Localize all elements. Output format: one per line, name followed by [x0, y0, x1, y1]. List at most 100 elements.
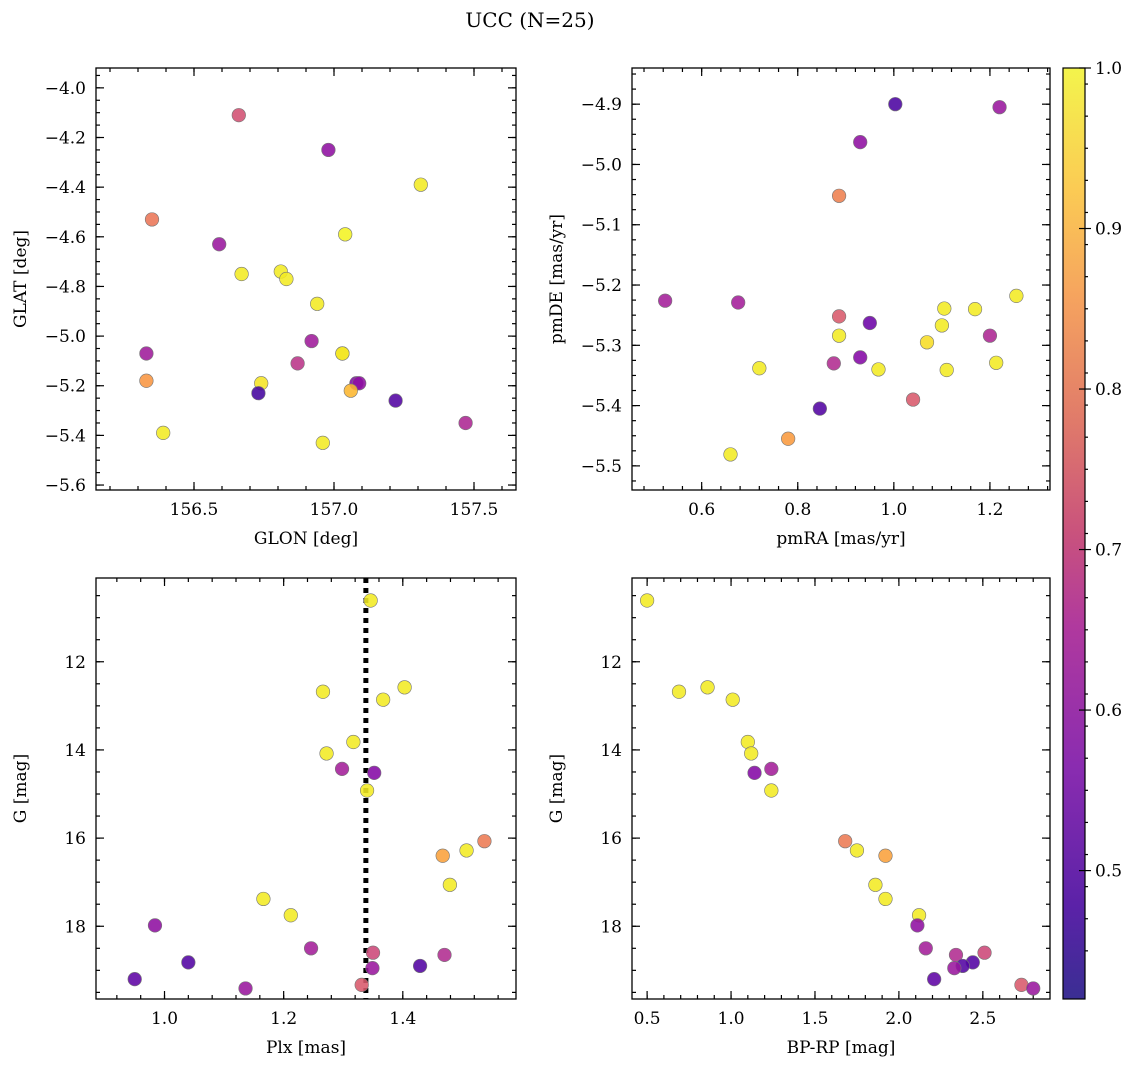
figure-title: UCC (N=25) [465, 8, 594, 32]
y-tick-label: −4.9 [581, 95, 622, 115]
colorbar-tick-label: 0.8 [1095, 380, 1122, 400]
x-tick-label: 157.5 [450, 500, 499, 520]
data-point [256, 891, 271, 907]
y-tick-label: −4.2 [45, 129, 86, 149]
data-point [304, 333, 319, 349]
data-point [1009, 288, 1024, 303]
data-point [764, 761, 779, 776]
plot-frame [631, 577, 1051, 1000]
data-point [459, 843, 474, 858]
data-point [365, 961, 380, 976]
data-point [862, 315, 877, 331]
data-point [658, 293, 673, 308]
y-tick-label: −5.0 [45, 327, 86, 347]
data-point [764, 783, 779, 798]
data-point [283, 908, 298, 923]
data-point [139, 373, 154, 388]
data-point [849, 843, 865, 858]
colorbar-tick-label: 1.0 [1095, 59, 1122, 79]
y-tick-label: −5.4 [581, 397, 622, 417]
y-tick-label: −5.5 [581, 457, 622, 477]
x-tick-label: 1.0 [151, 1009, 178, 1029]
data-point [947, 961, 962, 976]
x-tick-label: 1.4 [389, 1009, 416, 1029]
x-tick-label: 1.2 [270, 1009, 297, 1029]
y-tick-label: −5.6 [45, 476, 86, 496]
x-tick-label: 0.8 [784, 500, 811, 520]
data-point [147, 918, 163, 933]
colorbar-tick-label: 0.7 [1095, 541, 1122, 561]
data-point [139, 346, 154, 361]
y-tick-label: 16 [600, 829, 622, 849]
data-point [127, 972, 142, 987]
panel-glon-glat: 156.5 157.0 157.5 −5.6 −5.4 −5.2 −5.0 −4.8 −4.6 −… [11, 67, 517, 549]
data-point [888, 97, 903, 112]
panel-plx-g: 1.0 1.2 1.4 12 14 16 18 Plx [mas] G [mag] [11, 577, 517, 1058]
y-tick-label: 12 [600, 653, 622, 673]
y-axis-label: G [mag] [11, 754, 31, 823]
data-point [334, 761, 350, 776]
data-point [343, 383, 358, 398]
data-point [992, 100, 1007, 115]
data-point [234, 266, 249, 282]
data-point [937, 301, 952, 316]
colorbar-tick-label: 0.6 [1095, 701, 1122, 721]
panel-pmra-pmde: 0.6 0.8 1.0 1.2 −5.5 −5.4 −5.3 −5.2 −5.1 −5.0 −4.9… [547, 67, 1051, 549]
plot-frame [95, 67, 517, 491]
x-axis-label: BP-RP [mag] [787, 1038, 896, 1058]
y-tick-label: −4.8 [45, 277, 86, 297]
data-point [144, 212, 160, 227]
data-point [212, 237, 227, 252]
data-point [376, 692, 391, 707]
x-tick-label: 0.6 [688, 500, 715, 520]
data-point [752, 361, 767, 376]
y-tick-label: −5.2 [45, 377, 86, 397]
y-tick-label: −5.3 [581, 336, 622, 356]
panel-bprp-g: 0.5 1.0 1.5 2.0 2.5 12 14 16 18 BP-RP [mag] G [mag… [547, 577, 1051, 1058]
data-point [365, 945, 381, 960]
data-point [238, 981, 253, 996]
colorbar: 0.5 0.6 0.7 0.8 0.9 1.0 [1062, 59, 1122, 1000]
data-point [934, 318, 949, 333]
data-point [388, 393, 403, 408]
x-tick-label: 1.5 [801, 1009, 828, 1029]
data-point [310, 296, 325, 311]
data-point [367, 765, 382, 780]
y-tick-label: 16 [64, 829, 86, 849]
data-point [747, 765, 762, 780]
data-point [878, 891, 893, 907]
y-axis-label: pmDE [mas/yr] [547, 214, 567, 344]
data-point [919, 335, 935, 350]
x-axis-label: Plx [mas] [266, 1038, 346, 1058]
data-point [354, 977, 369, 992]
y-tick-label: 14 [600, 741, 622, 761]
data-point [437, 947, 452, 963]
data-point [868, 877, 883, 892]
data-point [838, 834, 853, 849]
data-point [812, 401, 827, 416]
data-point [413, 177, 428, 192]
y-tick-label: −5.2 [581, 276, 622, 296]
data-point [910, 918, 925, 933]
y-tick-label: 18 [64, 917, 86, 937]
data-point [359, 783, 375, 798]
x-axis-label: GLON [deg] [254, 529, 358, 549]
x-tick-label: 2.5 [969, 1009, 996, 1029]
data-point [640, 593, 655, 608]
data-point [363, 593, 378, 608]
data-point [319, 746, 334, 761]
data-point [725, 692, 740, 707]
data-point [831, 309, 847, 324]
data-point [871, 362, 886, 377]
data-point [977, 945, 992, 960]
data-point [831, 328, 847, 343]
data-point [346, 734, 361, 750]
y-tick-label: 14 [64, 741, 86, 761]
x-axis-label: pmRA [mas/yr] [776, 529, 905, 549]
data-point [967, 302, 983, 317]
x-tick-label: 1.0 [880, 500, 907, 520]
data-point [927, 972, 942, 987]
data-point [338, 227, 353, 242]
data-point [671, 684, 687, 699]
